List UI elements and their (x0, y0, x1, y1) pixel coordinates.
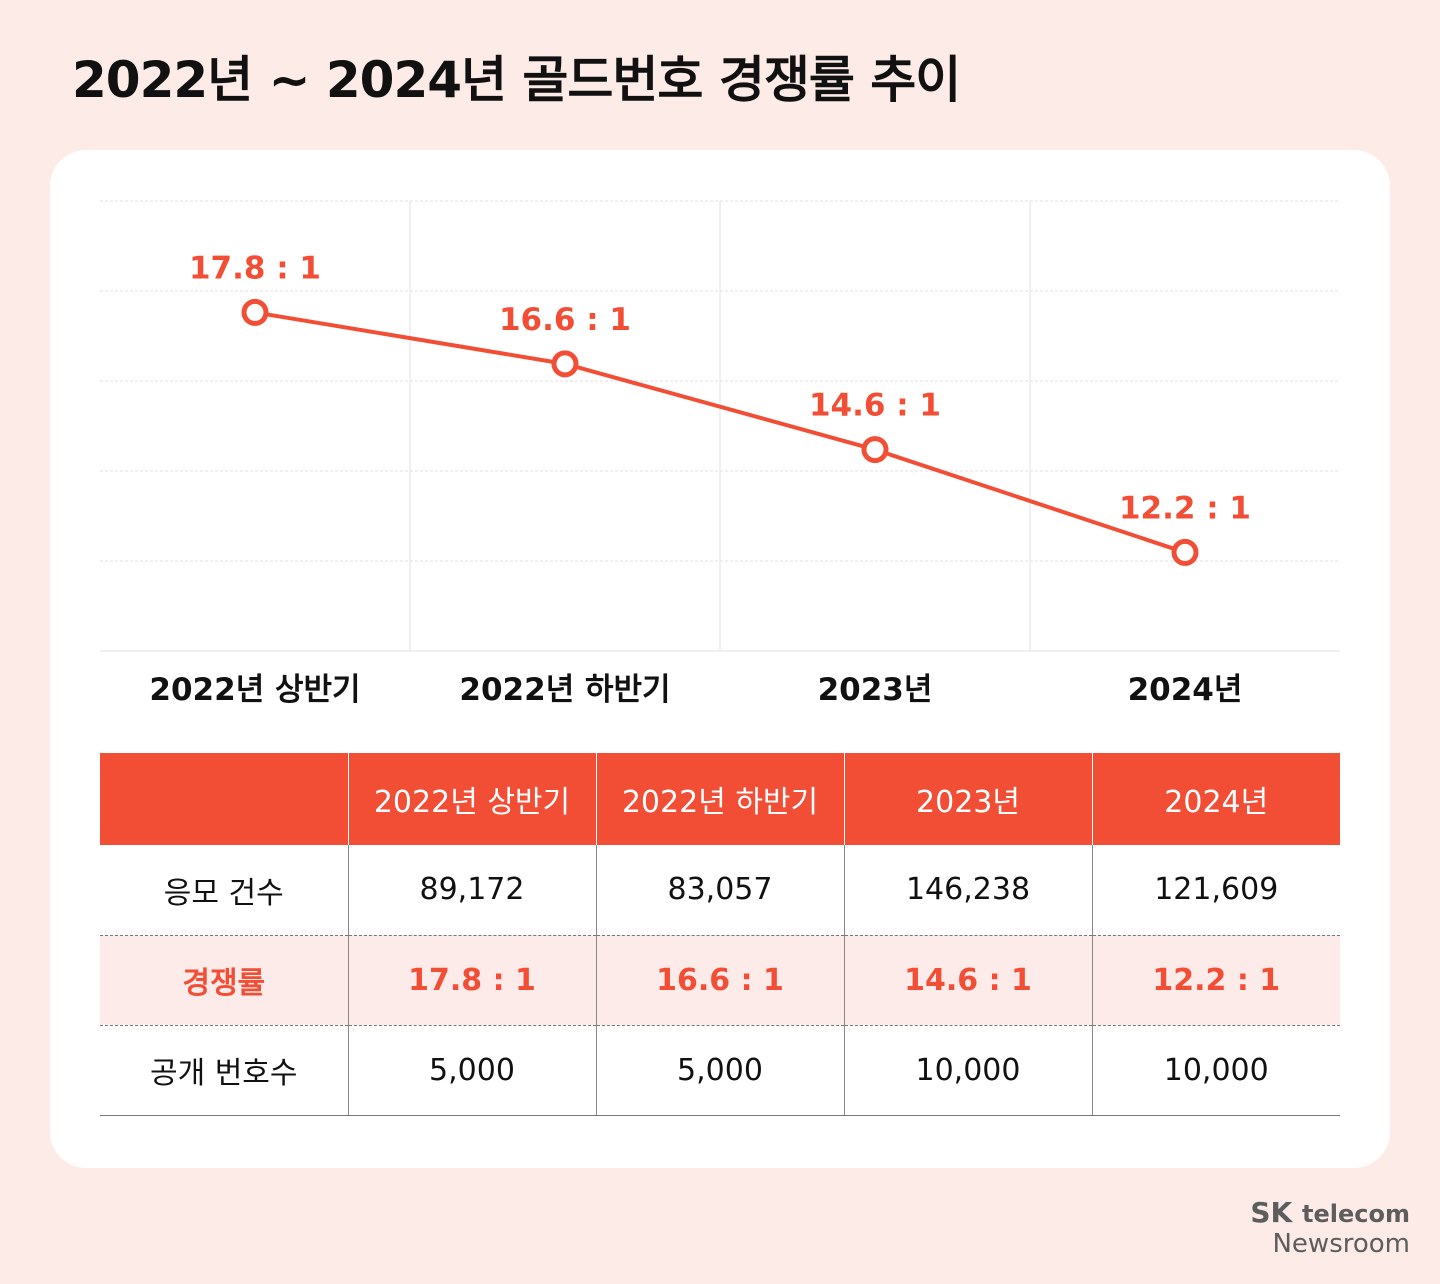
x-tick-label: 2022년 하반기 (459, 672, 670, 708)
table-row: 응모 건수 89,172 83,057 146,238 121,609 (100, 845, 1340, 936)
table-cell: 89,172 (347, 845, 596, 936)
data-label: 16.6 : 1 (499, 302, 631, 338)
series-line (254, 310, 1186, 555)
table-header: 2024년 (1091, 753, 1340, 845)
table-cell: 5,000 (347, 1025, 596, 1116)
sk-telecom-newsroom-logo: SK telecom Newsroom (1250, 1196, 1410, 1259)
x-tick-label: 2022년 상반기 (149, 672, 360, 708)
table-header: 2022년 하반기 (595, 753, 844, 845)
data-table: 2022년 상반기 2022년 하반기 2023년 2024년 응모 건수 89… (100, 753, 1340, 1116)
data-point (1171, 538, 1199, 566)
data-label: 12.2 : 1 (1119, 490, 1251, 526)
table-cell: 146,238 (843, 845, 1092, 936)
line-chart: 17.8 : 1 2022년 상반기 16.6 : 1 2022년 하반기 14.6 :… (100, 200, 1340, 708)
table-cell: 16.6 : 1 (595, 935, 844, 1026)
row-label: 경쟁률 (100, 935, 348, 1026)
data-label: 17.8 : 1 (189, 250, 321, 286)
data-point (861, 436, 889, 464)
table-cell: 121,609 (1091, 845, 1340, 936)
table-cell: 10,000 (1091, 1025, 1340, 1116)
data-point (551, 350, 579, 378)
data-point (241, 298, 269, 326)
table-cell: 12.2 : 1 (1091, 935, 1340, 1026)
chart-card: 17.8 : 1 2022년 상반기 16.6 : 1 2022년 하반기 14.6 :… (50, 150, 1390, 1168)
row-label: 응모 건수 (100, 845, 348, 936)
x-tick-label: 2024년 (1128, 672, 1243, 708)
x-tick-label: 2023년 (818, 672, 933, 708)
page-title: 2022년 ~ 2024년 골드번호 경쟁률 추이 (72, 51, 961, 109)
data-label: 14.6 : 1 (809, 388, 941, 424)
row-label: 공개 번호수 (100, 1025, 348, 1116)
table-cell: 17.8 : 1 (347, 935, 596, 1026)
table-cell: 14.6 : 1 (843, 935, 1092, 1026)
table-header (100, 753, 348, 845)
table-header: 2023년 (843, 753, 1092, 845)
table-cell: 5,000 (595, 1025, 844, 1116)
table-header: 2022년 상반기 (347, 753, 596, 845)
table-cell: 83,057 (595, 845, 844, 936)
table-row: 공개 번호수 5,000 5,000 10,000 10,000 (100, 1025, 1340, 1116)
table-row: 경쟁률 17.8 : 1 16.6 : 1 14.6 : 1 12.2 : 1 (100, 935, 1340, 1026)
table-cell: 10,000 (843, 1025, 1092, 1116)
